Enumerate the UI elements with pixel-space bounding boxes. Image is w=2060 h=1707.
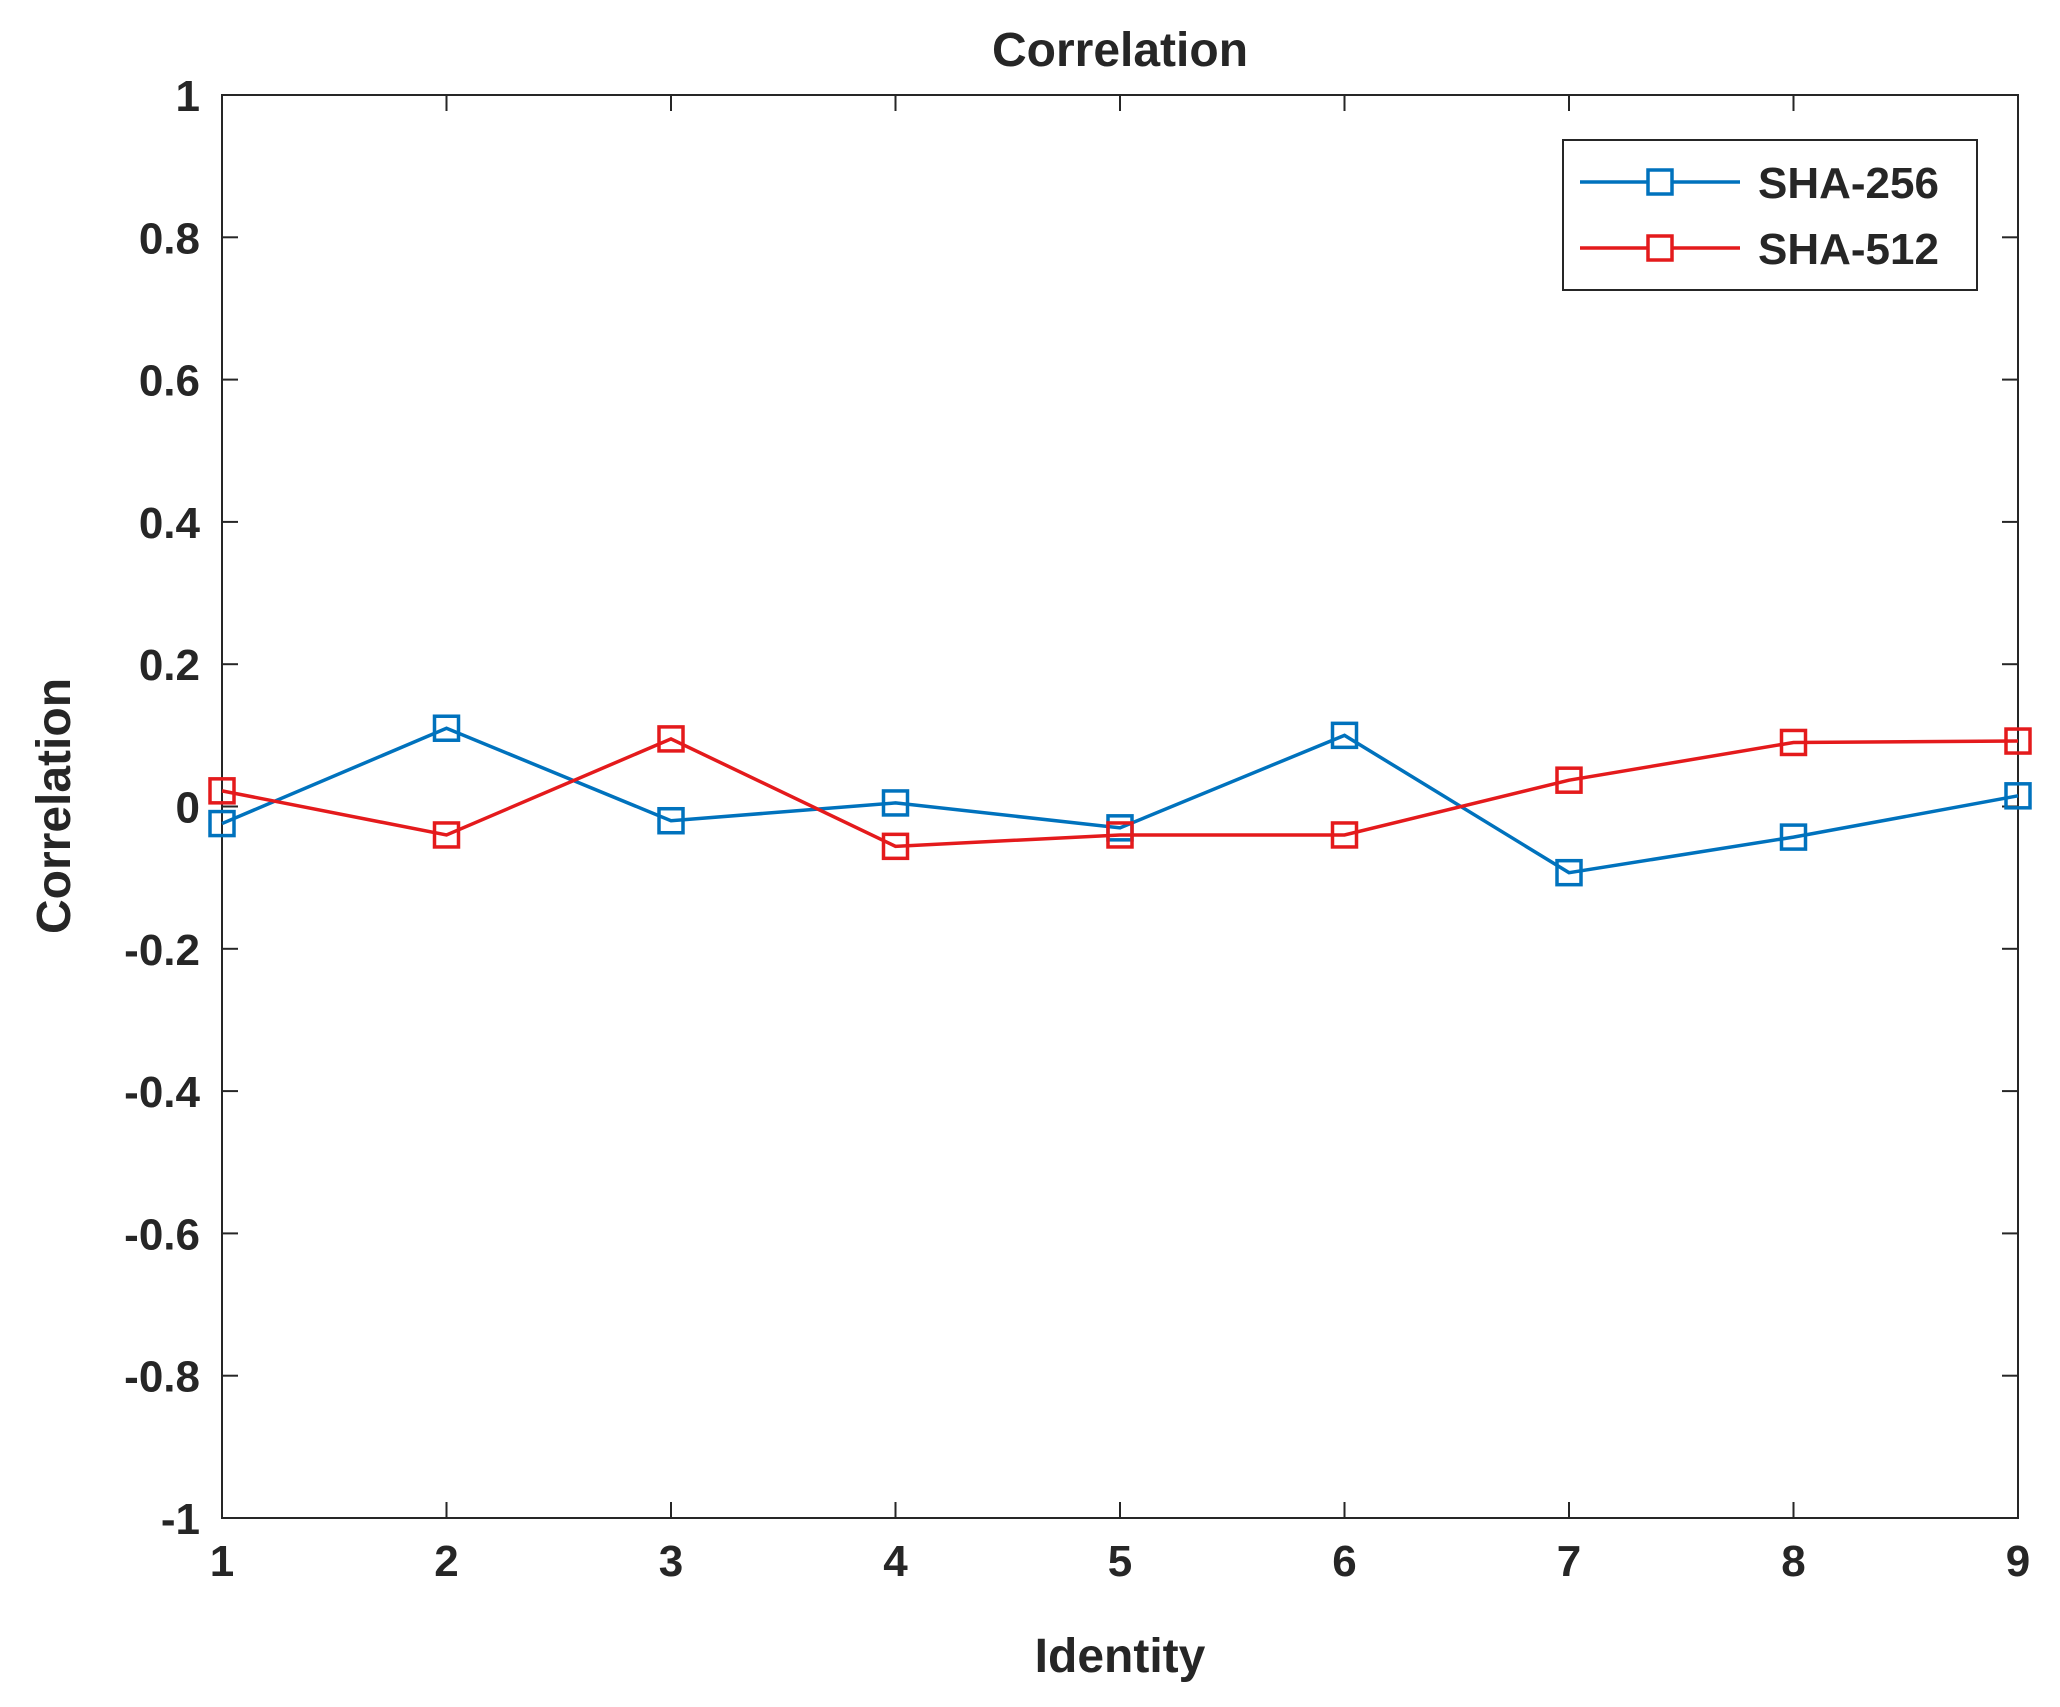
x-tick-label: 4 (883, 1537, 908, 1586)
data-point-marker (1330, 721, 1359, 750)
y-axis-label: Correlation (28, 678, 81, 934)
data-point-marker (1779, 728, 1808, 757)
x-tick-label: 7 (1557, 1537, 1581, 1586)
y-tick-label: -0.4 (124, 1068, 200, 1117)
y-tick-label: -0.2 (124, 926, 200, 975)
data-point-marker (1555, 858, 1583, 887)
y-tick-label: 0.8 (139, 214, 200, 263)
x-axis-label: Identity (1035, 1630, 1206, 1683)
x-tick-label: 8 (1781, 1537, 1805, 1586)
legend-label: SHA-256 (1758, 159, 1939, 208)
data-point-marker (1779, 823, 1808, 851)
series-line-sha-512 (221, 736, 2019, 849)
data-point-marker (881, 832, 910, 861)
y-tick-label: -0.6 (124, 1210, 200, 1259)
plot-area (221, 94, 2019, 1519)
legend-box (1562, 139, 1978, 291)
data-point-marker (1330, 821, 1359, 849)
data-point-marker (657, 725, 685, 753)
data-point-marker (1106, 821, 1134, 849)
data-point-marker (432, 821, 461, 849)
data-point-marker (2004, 782, 2032, 810)
data-point-marker (208, 777, 236, 805)
y-tick-label: -0.8 (124, 1353, 200, 1402)
y-tick-label: -1 (161, 1495, 200, 1544)
x-tick-label: 3 (659, 1537, 683, 1586)
data-point-marker (1555, 766, 1583, 794)
y-tick-label: 0.2 (139, 641, 200, 690)
x-tick-label: 5 (1108, 1537, 1132, 1586)
y-tick-label: 0 (176, 784, 200, 833)
data-point-marker (657, 806, 685, 835)
legend-marker (1646, 168, 1674, 196)
y-tick-label: 0.4 (139, 499, 201, 548)
chart-title: Correlation (992, 24, 1248, 77)
x-tick-label: 6 (1332, 1537, 1356, 1586)
data-point-marker (208, 809, 236, 838)
data-point-marker (881, 789, 910, 817)
legend-marker (1646, 234, 1674, 262)
x-tick-label: 1 (210, 1537, 234, 1586)
series-line-sha-256 (221, 726, 2019, 875)
legend-label: SHA-512 (1758, 225, 1939, 274)
data-point-marker (2004, 727, 2032, 755)
y-tick-label: 1 (176, 72, 200, 121)
y-tick-label: 0.6 (139, 357, 200, 406)
data-point-marker (432, 714, 461, 742)
x-tick-label: 2 (434, 1537, 458, 1586)
legend: SHA-256 SHA-512 (1562, 139, 1978, 291)
x-tick-label: 9 (2006, 1537, 2030, 1586)
